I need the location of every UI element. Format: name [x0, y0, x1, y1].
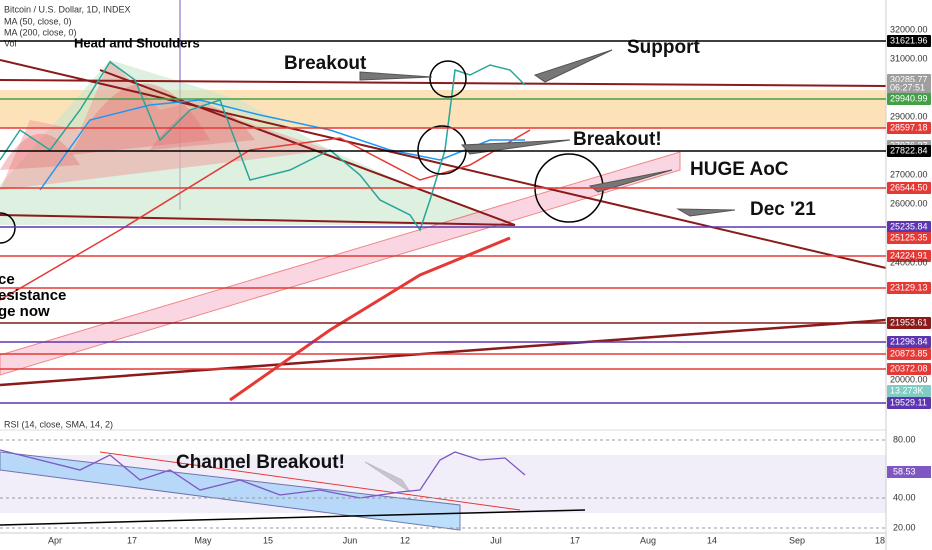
decor	[0, 0, 887, 550]
price-label: 06:27:51	[890, 82, 925, 92]
time-label: 12	[400, 535, 410, 545]
vol: Vol	[4, 38, 17, 48]
price-label: 30285.77	[890, 74, 928, 84]
price-label: 32000.00	[890, 24, 928, 34]
time-label: Aug	[640, 535, 656, 545]
price-label-box	[887, 93, 931, 105]
rsi-label: 58.53	[893, 466, 916, 476]
price-label: 20000.00	[890, 374, 928, 384]
price-label: 19529.11	[890, 397, 927, 407]
time-label: 15	[263, 535, 273, 545]
price-label-box	[887, 122, 931, 134]
time-label: May	[194, 535, 212, 545]
price-label: 24000.00	[890, 257, 928, 267]
price-label: 23129.13	[890, 282, 928, 292]
price-label-box	[887, 35, 931, 47]
price-label: 31000.00	[890, 53, 928, 63]
price-label-box	[887, 221, 931, 233]
annotation: Channel Breakout!	[176, 452, 345, 473]
price-label: 21296.84	[890, 336, 928, 346]
annotation: Support	[627, 37, 700, 58]
price-label: 25125.35	[890, 232, 928, 242]
time-label: 14	[707, 535, 717, 545]
price-label: 26544.50	[890, 182, 928, 192]
ma50: MA (50, close, 0)	[4, 16, 72, 26]
annotation: ge now	[0, 303, 50, 320]
price-label: 29940.99	[890, 93, 928, 103]
price-label-box	[887, 145, 931, 157]
ma200: MA (200, close, 0)	[4, 27, 77, 37]
rsi-label: 80.00	[893, 434, 916, 444]
price-label: 26000.00	[890, 198, 928, 208]
rsi-label-box	[887, 466, 931, 478]
time-label: Apr	[48, 535, 62, 545]
rsi-label: 20.00	[893, 522, 916, 532]
time-label: 17	[570, 535, 580, 545]
price-label: 27000.00	[890, 169, 928, 179]
annotation: Head and Shoulders	[74, 35, 200, 50]
price-label: 13.273K	[890, 385, 924, 395]
time-label: Jun	[343, 535, 358, 545]
price-label-box	[887, 182, 931, 194]
price-label: 21953.61	[890, 317, 928, 327]
annotation: Dec '21	[750, 199, 816, 220]
annotation: Breakout!	[573, 129, 662, 150]
price-label-box	[887, 348, 931, 360]
annotation: ce	[0, 271, 15, 288]
annotation: HUGE AoC	[690, 159, 789, 180]
price-label-box	[887, 82, 931, 94]
rsi-label: 40.00	[893, 492, 916, 502]
price-label-box	[887, 363, 931, 375]
symbol: Bitcoin / U.S. Dollar, 1D, INDEX	[4, 4, 131, 14]
price-label: 20873.85	[890, 348, 928, 358]
annotation: Breakout	[284, 53, 367, 74]
price-label-box	[887, 250, 931, 262]
price-label: 28597.18	[890, 122, 928, 132]
price-label: 24224.91	[890, 250, 928, 260]
rsi-title: RSI (14, close, SMA, 14, 2)	[4, 419, 113, 429]
time-label: 17	[127, 535, 137, 545]
price-label-box	[887, 385, 931, 397]
price-label: 20372.08	[890, 363, 928, 373]
annotation: esistance	[0, 287, 66, 304]
time-label: Jul	[490, 535, 502, 545]
price-label-box	[887, 232, 931, 244]
price-label: 31621.96	[890, 35, 928, 45]
price-label-box	[887, 317, 931, 329]
price-label-box	[887, 282, 931, 294]
price-label: 27822.84	[890, 145, 928, 155]
price-label-box	[887, 397, 931, 409]
price-label-box	[887, 336, 931, 348]
price-label: 25235.84	[890, 221, 928, 231]
time-label: 18	[875, 535, 885, 545]
price-label: 29000.00	[890, 111, 928, 121]
time-label: Sep	[789, 535, 805, 545]
